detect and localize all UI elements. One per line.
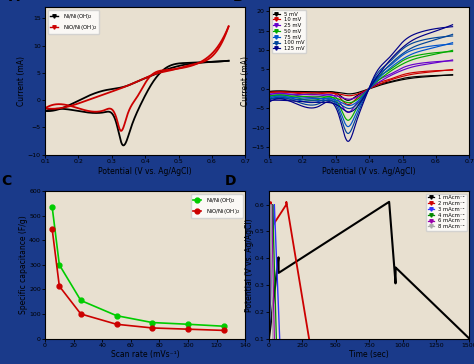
Ni/Ni(OH)$_2$ <box>56 262 62 267</box>
Y-axis label: Current (mA): Current (mA) <box>18 56 27 106</box>
X-axis label: Scan rate (mVs⁻¹): Scan rate (mVs⁻¹) <box>111 351 180 360</box>
Y-axis label: Current (mA): Current (mA) <box>241 56 250 106</box>
Text: C: C <box>1 174 11 188</box>
Ni/Ni(OH)$_2$ <box>49 205 55 209</box>
Text: D: D <box>225 174 237 188</box>
Legend: 5 mV, 10 mV, 25 mV, 50 mV, 75 mV, 100 mV, 125 mV: 5 mV, 10 mV, 25 mV, 50 mV, 75 mV, 100 mV… <box>272 10 306 53</box>
NiO/Ni(OH)$_2$ <box>56 284 62 288</box>
Text: A: A <box>9 0 20 4</box>
NiO/Ni(OH)$_2$ <box>114 322 119 327</box>
Ni/Ni(OH)$_2$ <box>221 324 227 328</box>
Ni/Ni(OH)$_2$ <box>185 322 191 327</box>
NiO/Ni(OH)$_2$ <box>49 227 55 232</box>
NiO/Ni(OH)$_2$ <box>221 328 227 333</box>
Y-axis label: Potential (V vs. Ag/AgCl): Potential (V vs. Ag/AgCl) <box>245 218 254 312</box>
Line: NiO/Ni(OH)$_2$: NiO/Ni(OH)$_2$ <box>50 227 226 333</box>
Text: B: B <box>233 0 244 4</box>
X-axis label: Potential (V vs. Ag/AgCl): Potential (V vs. Ag/AgCl) <box>322 167 416 176</box>
Ni/Ni(OH)$_2$ <box>149 320 155 325</box>
X-axis label: Time (sec): Time (sec) <box>349 351 389 360</box>
Ni/Ni(OH)$_2$ <box>114 313 119 318</box>
Legend: 1 mAcm⁻², 2 mAcm⁻², 3 mAcm⁻², 4 mAcm⁻², 6 mAcm⁻², 8 mAcm⁻²: 1 mAcm⁻², 2 mAcm⁻², 3 mAcm⁻², 4 mAcm⁻², … <box>426 194 466 231</box>
X-axis label: Potential (V vs. Ag/AgCl): Potential (V vs. Ag/AgCl) <box>98 167 192 176</box>
Ni/Ni(OH)$_2$ <box>78 298 83 302</box>
Legend: Ni/Ni(OH)$_2$, NiO/Ni(OH)$_2$: Ni/Ni(OH)$_2$, NiO/Ni(OH)$_2$ <box>191 194 243 218</box>
NiO/Ni(OH)$_2$ <box>78 312 83 316</box>
NiO/Ni(OH)$_2$ <box>149 326 155 330</box>
Legend: Ni/Ni(OH)$_2$, NiO/Ni(OH)$_2$: Ni/Ni(OH)$_2$, NiO/Ni(OH)$_2$ <box>48 10 100 34</box>
Line: Ni/Ni(OH)$_2$: Ni/Ni(OH)$_2$ <box>50 205 226 329</box>
Y-axis label: Specific capacitance (F/g): Specific capacitance (F/g) <box>19 215 27 314</box>
NiO/Ni(OH)$_2$ <box>185 327 191 331</box>
